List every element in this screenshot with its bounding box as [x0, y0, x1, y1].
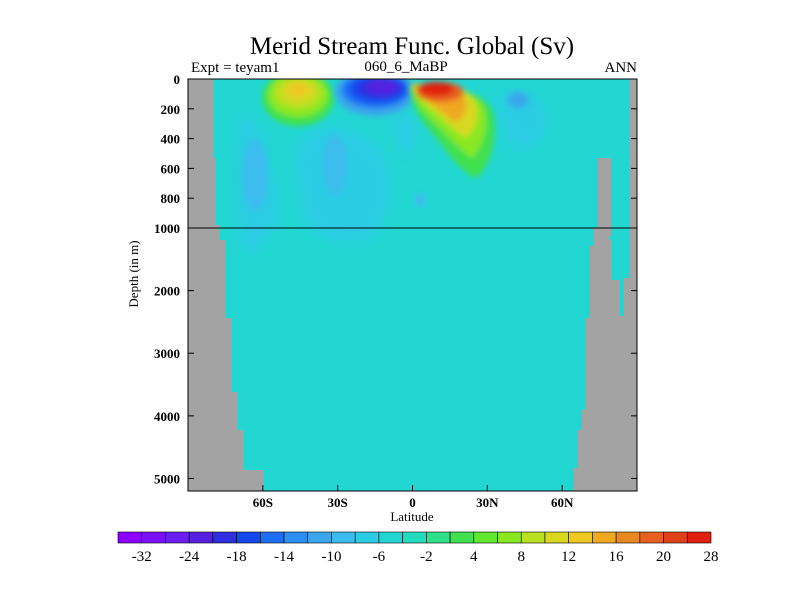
colorbar-swatch-22: [639, 531, 664, 544]
contour-core-eq: [415, 193, 425, 207]
colorbar-swatch-1: [141, 531, 166, 544]
contour-south-positive: [262, 79, 334, 126]
colorbar-swatch-3: [188, 531, 214, 544]
x-tick-label-4: 60N: [551, 495, 574, 510]
contour-tropical-negative: [335, 79, 415, 116]
colorbar-swatch-23: [663, 531, 688, 544]
colorbar: -32 -24 -18 -14 -10 -6 -2 4 8 12 16 20 28: [117, 531, 719, 565]
contour-north-positive: [410, 82, 495, 178]
colorbar-swatch-14: [449, 531, 475, 544]
colorbar-swatch-18: [544, 531, 569, 544]
colorbar-swatch-11: [378, 531, 403, 544]
x-axis-label: Latitude: [390, 509, 434, 524]
y-tick-label-9: 5000: [154, 471, 180, 486]
colorbar-label-1: -24: [179, 549, 199, 565]
colorbar-label-8: 8: [517, 549, 525, 565]
colorbar-label-3: -14: [274, 549, 294, 565]
colorbar-swatch-21: [615, 531, 641, 544]
colorbar-swatch-15: [473, 531, 498, 544]
colorbar-swatch-10: [354, 531, 380, 544]
contour-core-mid: [323, 135, 347, 195]
land-mask-north: [574, 79, 637, 491]
land-mask-south: [188, 79, 264, 491]
colorbar-label-12: 28: [704, 549, 719, 565]
x-axis: 60S 30S 0 30N 60N: [253, 485, 574, 510]
contour-tn-5: [367, 80, 397, 94]
x-tick-label-1: 30S: [328, 495, 348, 510]
subtitle-right: ANN: [605, 60, 638, 76]
y-tick-label-7: 3000: [154, 346, 180, 361]
colorbar-swatch-12: [402, 531, 427, 544]
colorbar-swatch-16: [497, 531, 522, 544]
colorbar-label-9: 12: [561, 549, 576, 565]
colorbar-swatch-6: [260, 531, 285, 544]
colorbar-label-11: 20: [656, 549, 671, 565]
y-axis: 0 200 400 600 800 1000 2000 3000 4000 5000: [154, 72, 637, 486]
plot-area: [188, 79, 637, 491]
colorbar-swatch-0: [117, 531, 143, 544]
colorbar-swatch-5: [236, 531, 261, 544]
contour-core-north: [508, 92, 528, 108]
y-tick-label-5: 1000: [154, 221, 180, 236]
contour-negative-cores: [243, 92, 528, 210]
colorbar-swatch-24: [686, 531, 712, 544]
colorbar-swatch-8: [307, 531, 332, 544]
y-tick-label-8: 4000: [154, 409, 180, 424]
y-tick-label-1: 200: [161, 102, 181, 117]
colorbar-label-6: -2: [420, 549, 433, 565]
contour-sp-5: [288, 83, 308, 97]
colorbar-swatch-9: [331, 531, 356, 544]
colorbar-swatch-20: [592, 531, 617, 544]
colorbar-label-5: -6: [373, 549, 386, 565]
colorbar-swatch-19: [568, 531, 593, 544]
y-tick-label-2: 400: [161, 132, 181, 147]
x-tick-label-3: 30N: [476, 495, 499, 510]
colorbar-label-7: 4: [470, 549, 478, 565]
colorbar-swatch-13: [426, 531, 451, 544]
chart-title: Merid Stream Func. Global (Sv): [250, 33, 574, 60]
y-tick-label-3: 600: [161, 161, 181, 176]
colorbar-label-2: -18: [227, 549, 247, 565]
y-tick-label-0: 0: [174, 72, 181, 87]
colorbar-swatch-17: [520, 531, 546, 544]
y-axis-label: Depth (in m): [126, 240, 141, 307]
colorbar-swatch-2: [165, 531, 190, 544]
colorbar-label-10: 16: [609, 549, 625, 565]
colorbar-label-0: -32: [132, 549, 152, 565]
x-tick-label-0: 60S: [253, 495, 273, 510]
contour-core-south: [243, 140, 267, 210]
x-tick-label-2: 0: [409, 495, 416, 510]
y-tick-label-6: 2000: [154, 284, 180, 299]
subtitle-left: Expt = teyam1: [191, 60, 279, 76]
colorbar-swatch-4: [212, 531, 237, 544]
y-tick-label-4: 800: [161, 191, 181, 206]
subtitle-center: 060_6_MaBP: [364, 59, 447, 75]
colorbar-label-4: -10: [321, 549, 341, 565]
colorbar-swatch-7: [283, 531, 309, 544]
contour-equatorial-cell: [395, 109, 417, 154]
contour-np-6: [418, 82, 454, 96]
